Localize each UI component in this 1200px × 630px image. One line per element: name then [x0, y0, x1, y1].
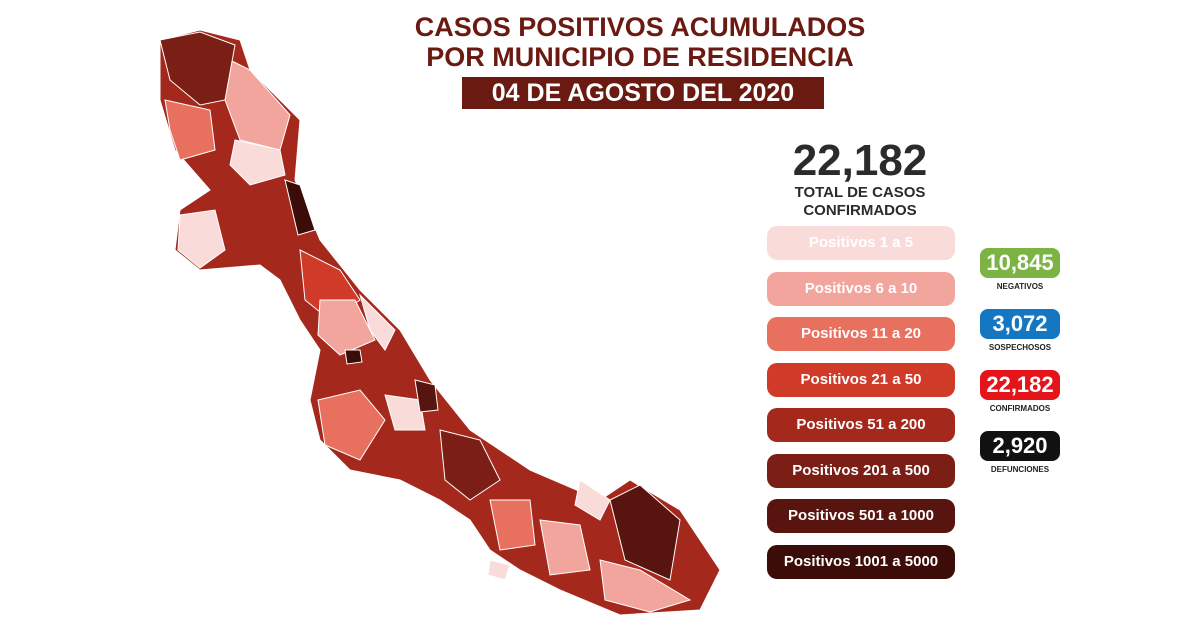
- stat-label: DEFUNCIONES: [990, 465, 1050, 474]
- municipality: [284, 179, 316, 236]
- municipality: [317, 299, 376, 356]
- total-value: 22,182: [792, 136, 928, 185]
- stat-value: 3,072: [980, 309, 1060, 339]
- municipality: [384, 394, 426, 431]
- stat-value: 10,845: [980, 248, 1060, 278]
- legend-item: Positivos 21 a 50: [767, 362, 955, 397]
- title: CASOS POSITIVOS ACUMULADOS: [414, 12, 866, 42]
- stat-label: NEGATIVOS: [996, 282, 1044, 291]
- municipality: [358, 293, 396, 351]
- municipality: [177, 209, 226, 269]
- municipality: [164, 99, 216, 161]
- stat: 2,920 DEFUNCIONES: [980, 431, 1060, 474]
- municipality: [317, 389, 386, 461]
- legend-item: Positivos 201 a 500: [767, 453, 955, 488]
- stat: 10,845 NEGATIVOS: [980, 248, 1060, 291]
- municipality: [414, 379, 439, 413]
- legend-item: Positivos 1001 a 5000: [767, 544, 955, 579]
- municipalities: [159, 31, 692, 613]
- municipality: [344, 349, 363, 365]
- date: 04 DE AGOSTO DEL 2020: [462, 77, 824, 109]
- municipality: [539, 519, 591, 576]
- total-label: CONFIRMADOS: [803, 202, 917, 219]
- municipality: [489, 499, 536, 551]
- municipality: [487, 559, 511, 581]
- map: [159, 29, 721, 616]
- stat-value: 2,920: [980, 431, 1060, 461]
- title: POR MUNICIPIO DE RESIDENCIA: [426, 42, 854, 72]
- municipality: [159, 31, 236, 106]
- stat-label: CONFIRMADOS: [989, 404, 1051, 413]
- total: 22,182 TOTAL DE CASOS CONFIRMADOS: [760, 138, 960, 220]
- legend-item: Positivos 6 a 10: [767, 271, 955, 306]
- stat-value: 22,182: [980, 370, 1060, 400]
- municipality: [599, 559, 692, 613]
- municipality: [229, 139, 286, 186]
- municipality: [609, 484, 681, 581]
- legend-item: Positivos 501 a 1000: [767, 499, 955, 533]
- legend-item: Positivos 11 a 20: [767, 317, 955, 351]
- legend-item: Positivos 1 a 5: [767, 226, 955, 260]
- stat: 22,182 CONFIRMADOS: [980, 370, 1060, 413]
- legend-item: Positivos 51 a 200: [767, 408, 955, 442]
- stat: 3,072 SOSPECHOSOS: [980, 309, 1060, 352]
- total-label: TOTAL DE CASOS: [794, 184, 926, 201]
- municipality: [439, 429, 501, 501]
- stat-label: SOSPECHOSOS: [988, 343, 1052, 352]
- municipality: [574, 479, 611, 521]
